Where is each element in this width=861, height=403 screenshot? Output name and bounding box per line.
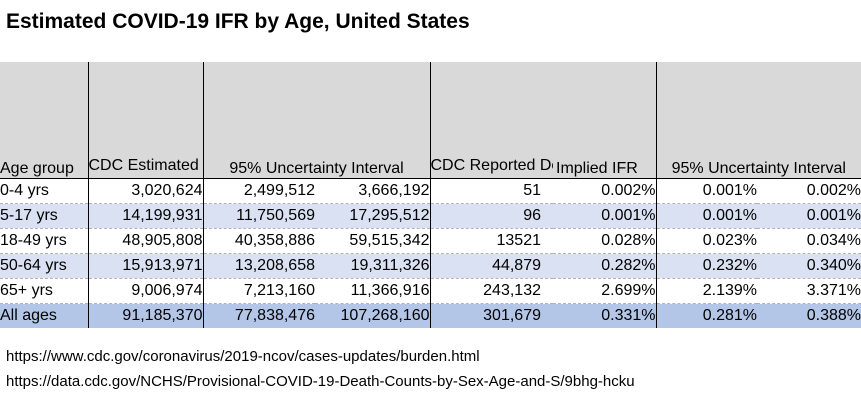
cell-infections-ui-high: 19,311,326 [315,252,430,278]
source-link-cdc-burden[interactable]: https://www.cdc.gov/coronavirus/2019-nco… [6,348,480,365]
cell-ifr-ui-high: 0.001% [757,202,861,228]
cell-infections-ui-low: 7,213,160 [202,277,315,303]
cell-infections-ui-low: 40,358,886 [202,227,315,253]
page-title: Estimated COVID-19 IFR by Age, United St… [6,10,470,33]
cell-ifr-ui-high: 0.034% [757,227,861,253]
cell-infections-ui-low: 13,208,658 [202,252,315,278]
cell-ifr-ui-high: 3.371% [757,277,861,303]
cell-infections-ui-low: 2,499,512 [202,178,315,203]
cell-deaths: 96 [429,202,553,228]
table-row: 50-64 yrs 15,913,971 13,208,658 19,311,3… [0,252,861,278]
header-deaths: CDC Reported Deaths Through December 26 [429,62,553,179]
cell-age-group: All ages [0,302,88,328]
source-links: https://www.cdc.gov/coronavirus/2019-nco… [6,344,861,394]
cell-implied-ifr: 0.028% [553,227,656,253]
header-implied-ifr: Implied IFR [553,62,656,179]
cell-age-group: 50-64 yrs [0,252,88,278]
header-age-group: Age group [0,62,88,179]
ifr-table: Age group CDC Estimated Infections Throu… [0,62,861,328]
cell-implied-ifr: 0.282% [553,252,656,278]
cell-implied-ifr: 2.699% [553,277,656,303]
cell-deaths: 51 [429,178,553,203]
cell-age-group: 0-4 yrs [0,181,49,199]
table-row: 65+ yrs 9,006,974 7,213,160 11,366,916 2… [0,277,861,303]
cell-infections-ui-high: 3,666,192 [358,181,430,199]
cell-ifr-ui-low: 0.281% [655,302,757,328]
cell-implied-ifr: 0.002% [601,181,656,199]
cell-ifr-ui-low: 0.001% [655,202,757,228]
cell-ifr-ui-low: 2.139% [655,277,757,303]
cell-infections: 91,185,370 [87,302,203,328]
source-link-cdc-death-counts[interactable]: https://data.cdc.gov/NCHS/Provisional-CO… [6,373,635,390]
cell-infections: 14,199,931 [87,202,203,228]
cell-age-group: 65+ yrs [0,277,88,303]
cell-ifr-ui-high: 0.388% [757,302,861,328]
table-row: 0-4 yrs 3,020,624 2,499,512 3,666,192 51… [0,178,861,203]
cell-infections-ui-low: 77,838,476 [202,302,315,328]
table-row: 18-49 yrs 48,905,808 40,358,886 59,515,3… [0,227,861,253]
header-infections: CDC Estimated Infections Through Novembe… [87,62,203,179]
cell-ifr-ui-low: 0.023% [655,227,757,253]
cell-infections-ui-low: 11,750,569 [202,202,315,228]
cell-ifr-ui-low: 0.232% [655,252,757,278]
cell-deaths: 44,879 [429,252,553,278]
cell-implied-ifr: 0.331% [553,302,656,328]
cell-deaths: 13521 [429,227,553,253]
cell-age-group: 5-17 yrs [0,202,88,228]
header-row: Age group CDC Estimated Infections Throu… [0,62,861,179]
table-row-total: All ages 91,185,370 77,838,476 107,268,1… [0,302,861,328]
header-uncertainty-interval-infections: 95% Uncertainty Interval [202,62,430,179]
cell-deaths: 243,132 [429,277,553,303]
header-uncertainty-interval-ifr: 95% Uncertainty Interval [655,62,861,179]
cell-age-group: 18-49 yrs [0,227,88,253]
cell-infections: 15,913,971 [87,252,203,278]
cell-ifr-ui-high: 0.340% [757,252,861,278]
cell-infections: 3,020,624 [87,178,203,203]
cell-deaths: 301,679 [429,302,553,328]
cell-infections: 9,006,974 [87,277,203,303]
cell-infections-ui-high: 11,366,916 [315,277,430,303]
cell-infections-ui-high: 17,295,512 [315,202,430,228]
table-row: 5-17 yrs 14,199,931 11,750,569 17,295,51… [0,202,861,228]
cell-implied-ifr: 0.001% [553,202,656,228]
cell-infections-ui-high: 59,515,342 [315,227,430,253]
cell-infections-ui-high: 107,268,160 [315,302,430,328]
cell-infections: 48,905,808 [87,227,203,253]
cell-ifr-ui-low: 0.001% [655,178,757,203]
cell-ifr-ui-high: 0.002% [806,181,861,199]
